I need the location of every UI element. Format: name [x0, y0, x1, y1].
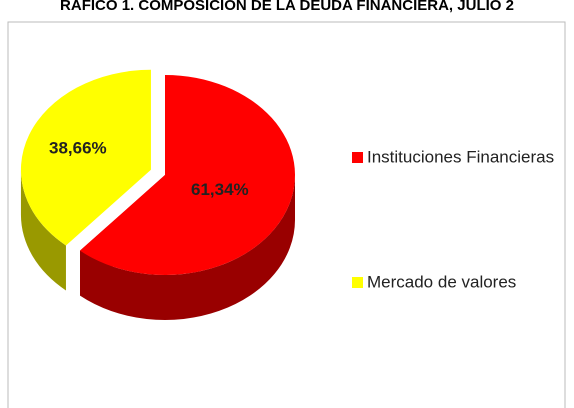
legend-label: Mercado de valores — [367, 272, 516, 291]
slice-side — [80, 175, 296, 320]
slice — [20, 69, 151, 246]
data-label: 38,66% — [49, 138, 107, 157]
legend-swatch — [352, 152, 363, 163]
legend-label: Instituciones Financieras — [367, 147, 554, 166]
slice — [80, 75, 296, 275]
data-label: 61,34% — [191, 180, 249, 199]
slice-side — [20, 169, 66, 291]
legend-swatch — [352, 277, 363, 288]
chart-title: RAFICO 1. COMPOSICIÓN DE LA DEUDA FINANC… — [60, 0, 514, 14]
